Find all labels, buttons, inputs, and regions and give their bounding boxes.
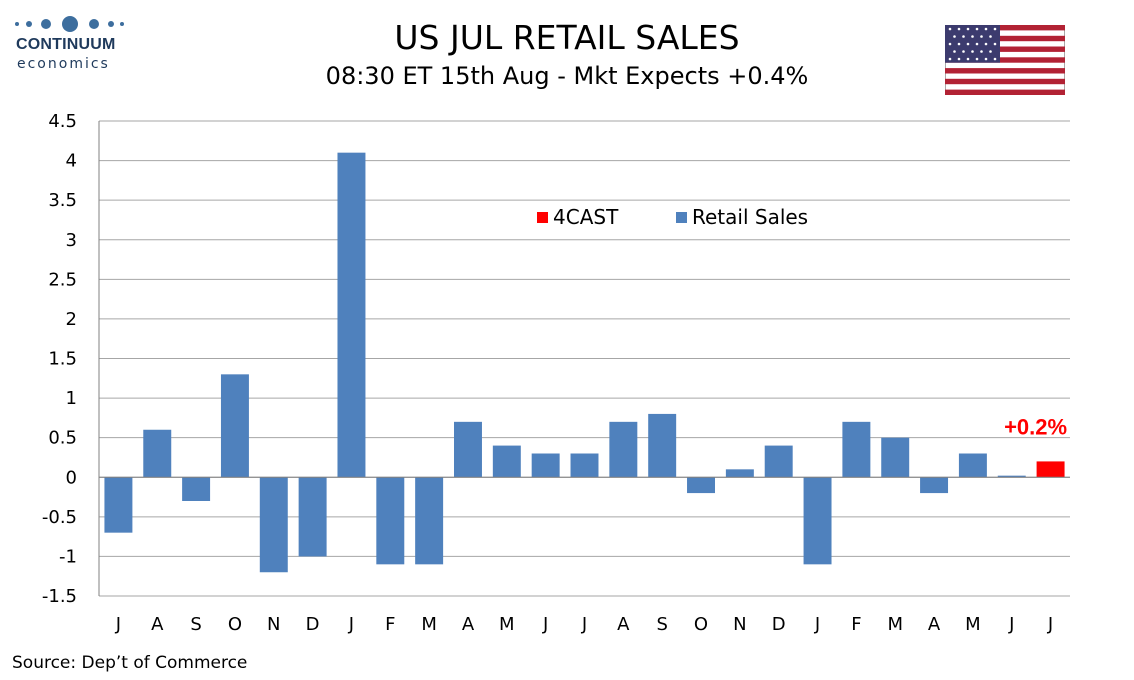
x-tick-label: A [928, 614, 941, 635]
retail-sales-bar [920, 477, 949, 494]
retail-sales-bar [648, 413, 677, 478]
retail-sales-bar [958, 453, 987, 478]
logo-name: CONTINUUM [16, 36, 116, 53]
x-tick-label: J [542, 614, 548, 635]
bar-chart: -1.5 -1 -0.5 0 0.5 1 1.5 2 2.5 3 3.5 4 4.5 J A S O N D J F M A… [42, 111, 1070, 635]
x-tick-label: S [190, 614, 201, 635]
retail-sales-bar [220, 374, 249, 478]
x-tick-label: N [267, 614, 280, 635]
y-tick-label: 0.5 [48, 428, 77, 449]
y-tick-label: 2.5 [48, 269, 77, 290]
x-tick-label: O [228, 614, 242, 635]
legend-label: 4CAST [553, 205, 619, 229]
x-tick-label: A [151, 614, 164, 635]
retail-sales-bar [842, 421, 871, 478]
y-tick-label: -1.5 [42, 586, 77, 607]
y-tick-label: 4 [66, 151, 77, 172]
x-tick-label: S [656, 614, 667, 635]
x-tick-label: A [617, 614, 630, 635]
us-flag-icon [945, 25, 1065, 95]
x-tick-label: M [965, 614, 981, 635]
retail-sales-bar [803, 477, 832, 565]
y-tick-label: 4.5 [48, 111, 77, 132]
legend-swatch [537, 212, 548, 223]
retail-sales-bar [104, 477, 133, 533]
y-tick-label: 3.5 [48, 190, 77, 211]
legend: 4CAST Retail Sales [537, 205, 808, 229]
grid-lines [99, 120, 1070, 597]
x-tick-label: J [814, 614, 820, 635]
x-tick-label: J [1047, 614, 1053, 635]
retail-sales-bar [492, 445, 521, 478]
axes: -1.5 -1 -0.5 0 0.5 1 1.5 2 2.5 3 3.5 4 4.5 J A S O N D J F M A… [42, 111, 1070, 635]
x-tick-label: J [581, 614, 587, 635]
retail-sales-bar [337, 152, 366, 478]
retail-sales-bar [687, 477, 716, 494]
x-tick-label: A [462, 614, 475, 635]
source-note: Source: Dep’t of Commerce [12, 653, 248, 673]
y-tick-label: 0 [66, 467, 77, 488]
retail-sales-bar [764, 445, 793, 478]
retail-sales-bar [453, 421, 482, 478]
x-tick-label: M [499, 614, 515, 635]
legend-label: Retail Sales [692, 205, 808, 229]
logo-subtext: economics [17, 56, 110, 72]
x-tick-label: J [1008, 614, 1014, 635]
x-tick-label: D [772, 614, 786, 635]
x-tick-label: M [887, 614, 903, 635]
retail-sales-bar [609, 421, 638, 478]
forecast-bar [1036, 461, 1065, 478]
retail-sales-bar [570, 453, 599, 478]
y-tick-label: -0.5 [42, 507, 77, 528]
y-tick-label: 2 [66, 309, 77, 330]
retail-sales-bar [997, 475, 1026, 478]
x-tick-label: F [851, 614, 861, 635]
x-tick-label: M [421, 614, 437, 635]
forecast-annotation: +0.2% [1004, 414, 1067, 439]
bars [104, 152, 1065, 573]
chart-subtitle: 08:30 ET 15th Aug - Mkt Expects +0.4% [325, 62, 809, 90]
x-tick-label: J [115, 614, 121, 635]
x-tick-label: D [306, 614, 320, 635]
retail-sales-bar [182, 477, 211, 501]
y-tick-label: 3 [66, 230, 77, 251]
legend-swatch [676, 212, 687, 223]
x-tick-label: F [385, 614, 395, 635]
logo-dots-icon [15, 16, 124, 32]
retail-sales-bar [259, 477, 288, 573]
y-tick-label: 1 [66, 388, 77, 409]
y-tick-label: 1.5 [48, 349, 77, 370]
y-tick-label: -1 [59, 546, 77, 567]
retail-sales-bar [415, 477, 444, 565]
x-tick-label: O [694, 614, 708, 635]
retail-sales-bar [143, 429, 172, 478]
retail-sales-bar [298, 477, 327, 557]
retail-sales-bar [725, 469, 754, 478]
retail-sales-bar [881, 437, 910, 478]
x-tick-label: N [733, 614, 746, 635]
x-tick-label: J [348, 614, 354, 635]
retail-sales-bar [376, 477, 405, 565]
retail-sales-bar [531, 453, 560, 478]
chart-title: US JUL RETAIL SALES [394, 18, 740, 57]
